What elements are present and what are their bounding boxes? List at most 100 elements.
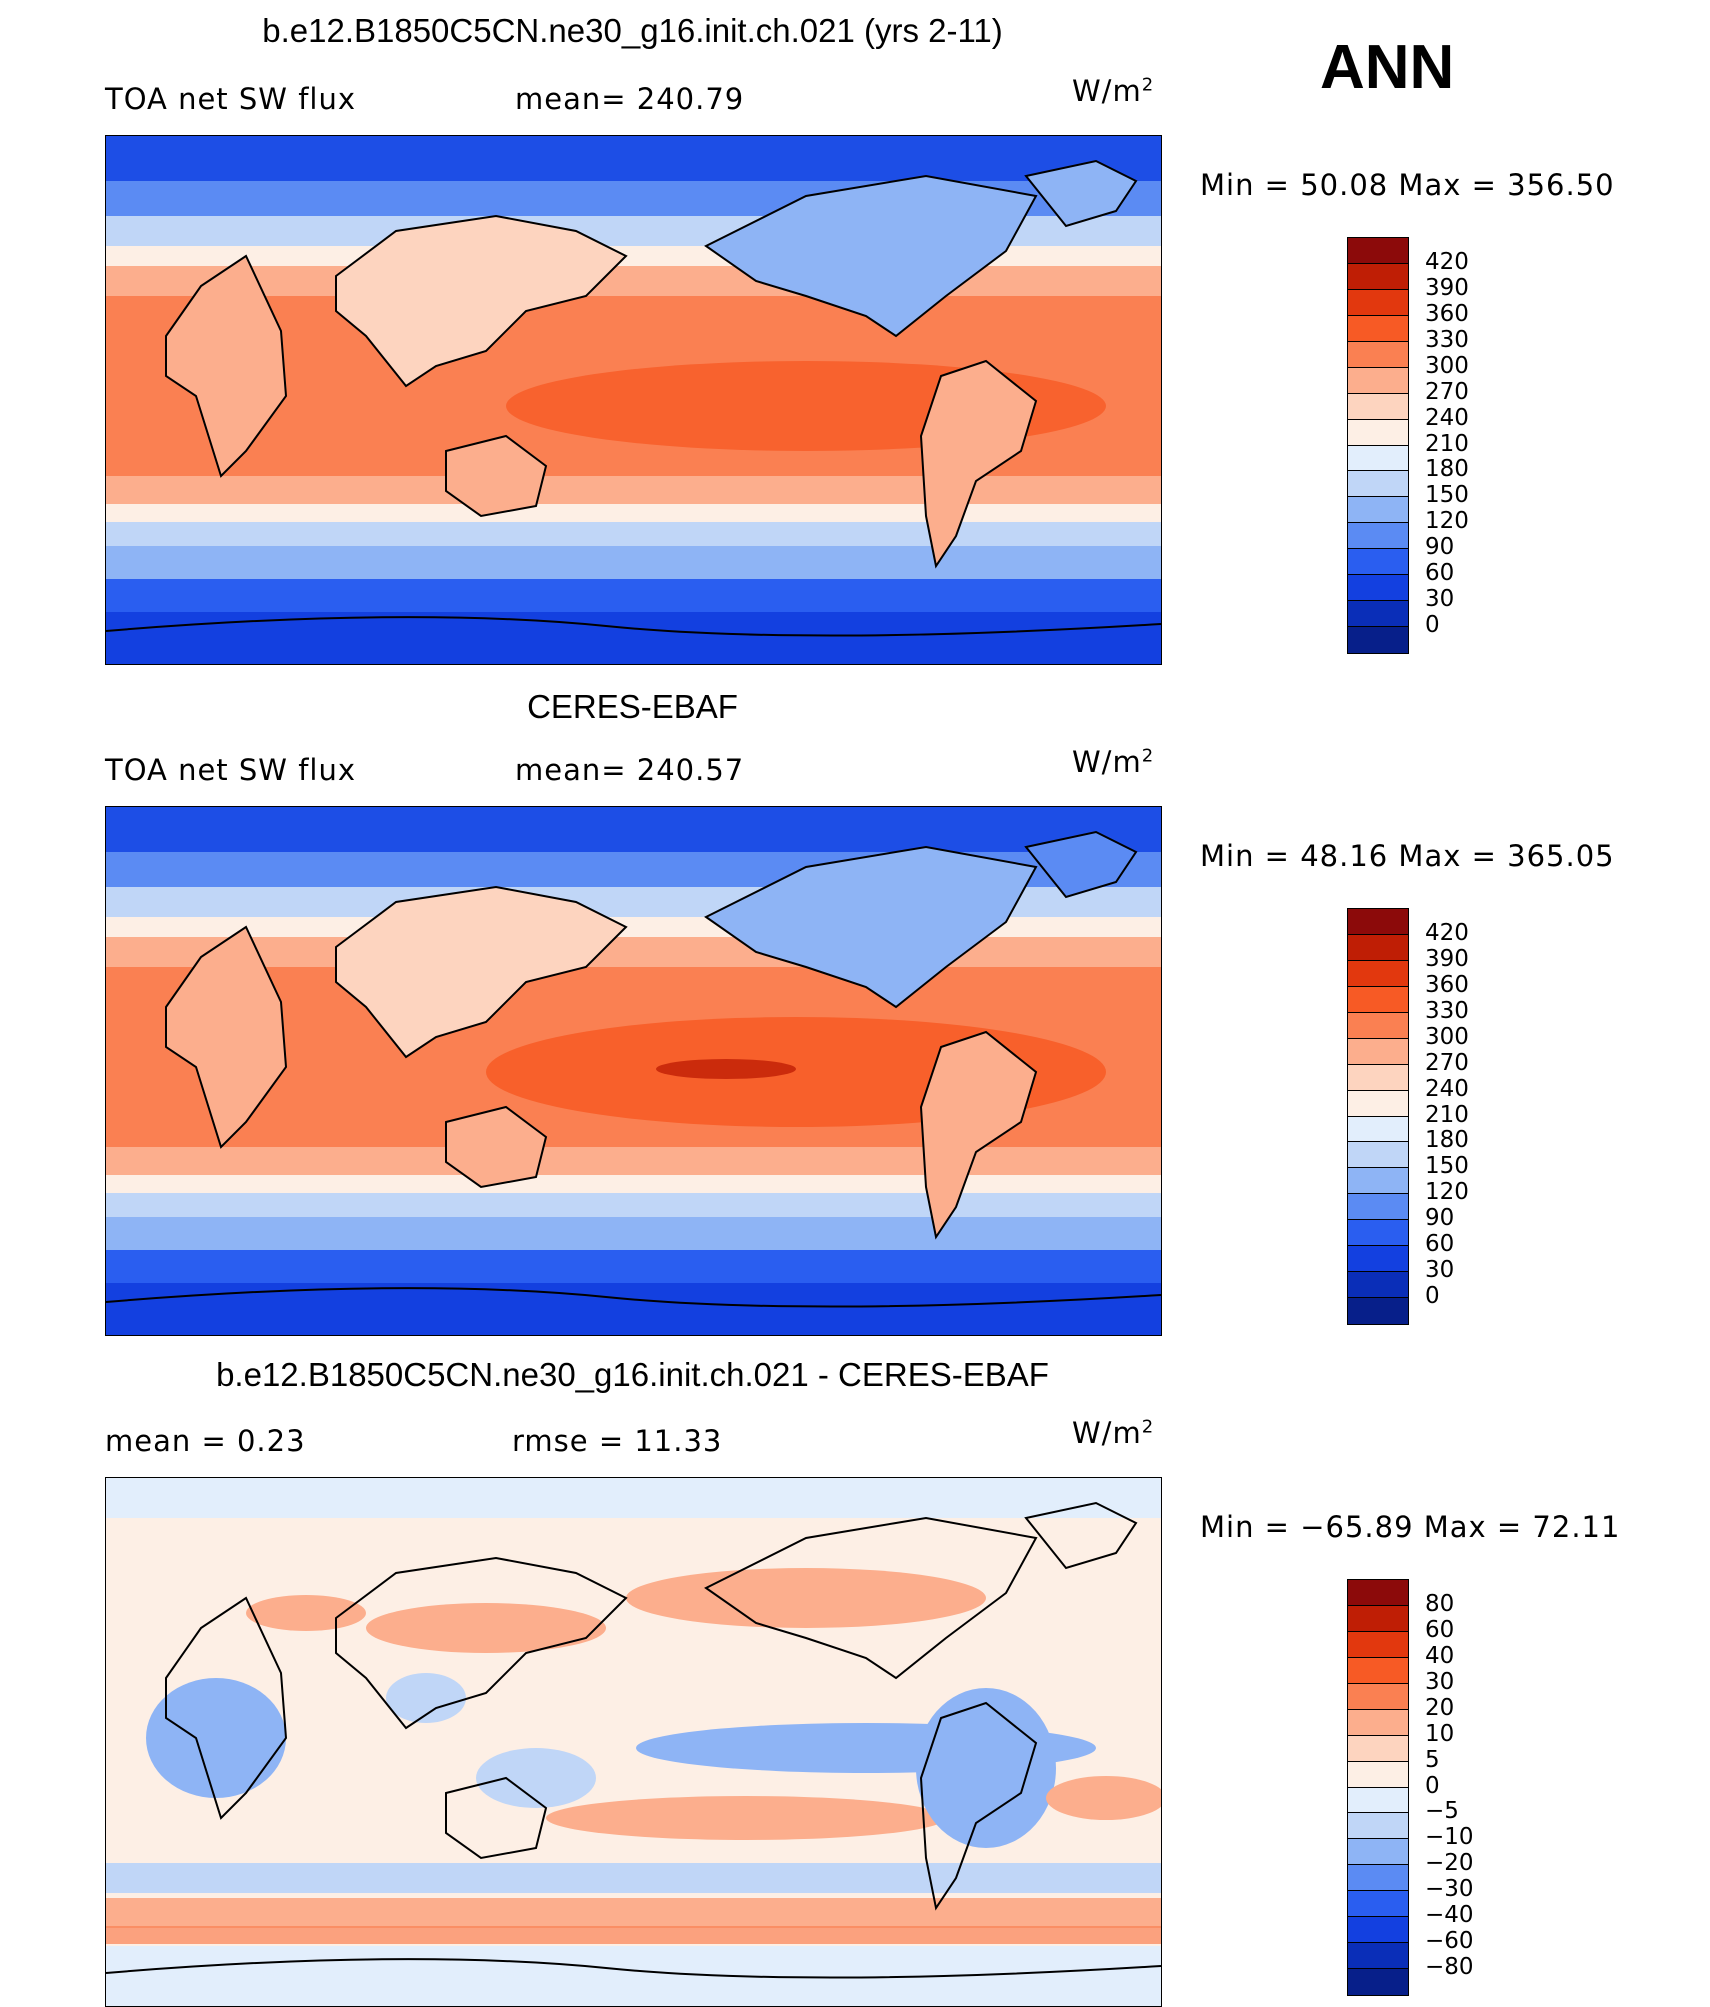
panel-1-stat-label: mean= 240.79 [515,82,745,116]
colorbar-tick-label: 210 [1425,1101,1469,1128]
colorbar-swatch [1348,1580,1408,1606]
panel-3-left-label: mean = 0.23 [105,1424,306,1458]
colorbar-swatch [1348,1787,1408,1814]
panel-2-field [106,807,1161,1335]
colorbar-tick-label: 0 [1425,1283,1440,1310]
colorbar-tick-label: 40 [1425,1642,1455,1669]
colorbar-swatch [1348,1272,1408,1299]
colorbar-swatch [1348,1168,1408,1195]
colorbar-swatch [1348,601,1408,628]
panel-3-field [106,1478,1161,2006]
colorbar-swatch [1348,445,1408,472]
colorbar-tick-label: 300 [1425,352,1469,379]
panel-2-title: CERES-EBAF [527,688,738,725]
colorbar-swatch [1348,1865,1408,1892]
colorbar-tick-label: 60 [1425,560,1455,587]
colorbar-swatch [1348,393,1408,420]
colorbar-tick-label: 30 [1425,1668,1455,1695]
colorbar-tick-label: 240 [1425,404,1469,431]
colorbar-tick-label: 80 [1425,1590,1455,1617]
colorbar-tick-label: 0 [1425,1772,1440,1799]
panel-2-minmax: Min = 48.16 Max = 365.05 [1200,839,1615,873]
colorbar-tick-label: 120 [1425,508,1469,535]
colorbar-tick-label: 420 [1425,919,1469,946]
colorbar-swatch [1348,1891,1408,1918]
colorbar-swatch [1348,1064,1408,1091]
colorbar-swatch [1348,315,1408,342]
panel-2-colorbar [1347,908,1409,1325]
colorbar-tick-label: 20 [1425,1694,1455,1721]
colorbar-tick-label: 360 [1425,971,1469,998]
panel-2-colorbar-labels: 420 390 360 330 300 270 240 210 180 150 120 90 60 30 0 [1425,908,1505,1323]
colorbar-swatch [1348,1605,1408,1632]
panel-1-left-label: TOA net SW flux [105,82,357,116]
colorbar-swatch [1348,263,1408,290]
panel-1-map [105,135,1162,665]
colorbar-swatch [1348,497,1408,524]
panel-1-colorbar-labels: 420 390 360 330 300 270 240 210 180 150 120 90 60 30 0 [1425,237,1505,652]
colorbar-swatch [1348,1839,1408,1866]
panel-2-stat-label: mean= 240.57 [515,753,745,787]
colorbar-swatch [1348,1298,1408,1324]
colorbar-tick-label: 240 [1425,1075,1469,1102]
panel-1-units: W/m2 [1072,74,1155,108]
panel-1-title: b.e12.B1850C5CN.ne30_g16.init.ch.021 (yr… [262,12,1003,49]
panel-2-left-label: TOA net SW flux [105,753,357,787]
colorbar-swatch [1348,549,1408,576]
colorbar-tick-label: 420 [1425,248,1469,275]
colorbar-swatch [1348,1012,1408,1039]
colorbar-swatch [1348,1220,1408,1247]
colorbar-tick-label: 10 [1425,1720,1455,1747]
colorbar-tick-label: −30 [1425,1876,1474,1903]
panel-3-colorbar [1347,1579,1409,1996]
colorbar-tick-label: 0 [1425,612,1440,639]
colorbar-tick-label: −5 [1425,1798,1459,1825]
colorbar-swatch [1348,575,1408,602]
panel-3-map [105,1477,1162,2007]
colorbar-tick-label: 120 [1425,1179,1469,1206]
colorbar-tick-label: 330 [1425,997,1469,1024]
colorbar-tick-label: 30 [1425,1257,1455,1284]
colorbar-tick-label: 60 [1425,1616,1455,1643]
colorbar-swatch [1348,238,1408,264]
colorbar-tick-label: 180 [1425,456,1469,483]
colorbar-tick-label: −40 [1425,1902,1474,1929]
colorbar-swatch [1348,1631,1408,1658]
colorbar-tick-label: 330 [1425,326,1469,353]
panel-3-minmax: Min = −65.89 Max = 72.11 [1200,1510,1621,1544]
colorbar-tick-label: 390 [1425,274,1469,301]
colorbar-swatch [1348,367,1408,394]
season-label: ANN [1320,33,1455,102]
panel-3-units: W/m2 [1072,1416,1155,1450]
colorbar-tick-label: 390 [1425,945,1469,972]
colorbar-tick-label: 150 [1425,1153,1469,1180]
colorbar-swatch [1348,1969,1408,1995]
colorbar-tick-label: 5 [1425,1746,1440,1773]
colorbar-tick-label: 30 [1425,586,1455,613]
colorbar-tick-label: 270 [1425,378,1469,405]
colorbar-swatch [1348,986,1408,1013]
colorbar-swatch [1348,1090,1408,1117]
colorbar-tick-label: −10 [1425,1824,1474,1851]
colorbar-tick-label: 360 [1425,300,1469,327]
colorbar-swatch [1348,1246,1408,1273]
colorbar-swatch [1348,934,1408,961]
colorbar-swatch [1348,471,1408,498]
colorbar-swatch [1348,1038,1408,1065]
panel-1-colorbar [1347,237,1409,654]
colorbar-tick-label: 90 [1425,534,1455,561]
colorbar-tick-label: −80 [1425,1954,1474,1981]
colorbar-swatch [1348,1735,1408,1762]
colorbar-swatch [1348,1917,1408,1944]
colorbar-swatch [1348,960,1408,987]
colorbar-swatch [1348,289,1408,316]
colorbar-tick-label: −60 [1425,1928,1474,1955]
colorbar-swatch [1348,1116,1408,1143]
colorbar-tick-label: 150 [1425,482,1469,509]
colorbar-tick-label: 270 [1425,1049,1469,1076]
colorbar-swatch [1348,1943,1408,1970]
colorbar-swatch [1348,341,1408,368]
colorbar-tick-label: 210 [1425,430,1469,457]
colorbar-swatch [1348,419,1408,446]
colorbar-tick-label: −20 [1425,1850,1474,1877]
